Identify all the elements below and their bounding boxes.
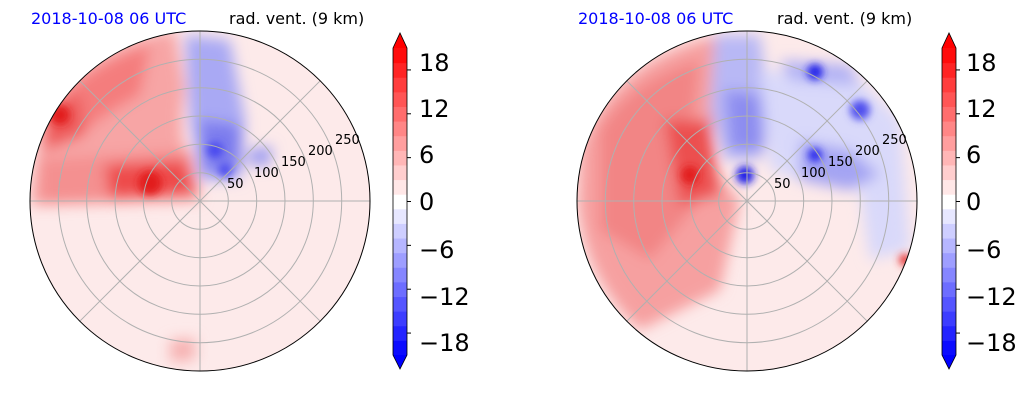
colorbar-band	[393, 48, 407, 64]
colorbar-outline	[392, 32, 408, 370]
colorbar-band	[393, 340, 407, 356]
colorbar-tick-label: 18	[419, 49, 450, 77]
colorbar-band	[393, 238, 407, 254]
colorbar-band	[942, 267, 956, 283]
colorbar-ticks-right	[956, 69, 960, 334]
colorbar-tick-label: −18	[966, 329, 1017, 357]
radial-tick-labels-left: 50 100 150 200 250	[227, 133, 360, 192]
colorbar-band	[942, 281, 956, 298]
radial-tick-label: 50	[774, 177, 791, 192]
radial-tick-labels-right: 50 100 150 200 250	[774, 133, 907, 192]
colorbar-band	[942, 208, 956, 224]
colorbar-tick-label: 6	[966, 141, 981, 169]
date-label-right: 2018-10-08 06 UTC	[578, 9, 733, 28]
radial-tick-label: 150	[281, 155, 306, 170]
colorbar-band	[393, 311, 407, 327]
colorbar-band	[393, 150, 407, 166]
colorbar-band	[942, 91, 956, 107]
radial-tick-label: 150	[828, 155, 853, 170]
colorbar-tick-label: 0	[966, 188, 981, 216]
panel-title-left: rad. vent. (9 km)	[229, 9, 364, 28]
colorbar-band	[942, 252, 956, 268]
colorbar-outline	[941, 32, 957, 370]
panel-right: 50 100 150 200 250 2018-10-08 06 UTC rad…	[576, 9, 1017, 372]
colorbar-band	[393, 106, 407, 122]
colorbar-band	[942, 62, 956, 78]
colorbar-band	[393, 121, 407, 137]
colorbar-band	[942, 340, 956, 356]
colorbar-bands-left	[393, 48, 407, 356]
colorbar-band	[393, 164, 407, 181]
colorbar-band	[942, 238, 956, 254]
colorbar-band	[393, 208, 407, 224]
colorbar-extend-top	[942, 33, 956, 48]
colorbar-band	[393, 135, 407, 151]
colorbar-tick-label: 18	[966, 49, 997, 77]
colorbar-band	[942, 121, 956, 137]
colorbar-band	[942, 296, 956, 312]
colorbar-tick-label: −18	[419, 329, 470, 357]
colorbar-tick-label: −6	[419, 236, 454, 264]
colorbar-band	[942, 164, 956, 181]
colorbar-tick-label: 0	[419, 188, 434, 216]
grid-right	[577, 31, 917, 371]
polar-frame-left	[29, 30, 371, 372]
radial-tick-label: 100	[801, 166, 826, 181]
colorbar-tick-label: −12	[966, 283, 1017, 311]
colorbar-left: 18 12 6 0 −6 −12 −18	[392, 32, 470, 370]
colorbar-band	[942, 194, 956, 210]
colorbar-band	[942, 311, 956, 327]
radial-tick-label: 250	[882, 133, 907, 148]
colorbar-tick-label: 12	[966, 95, 997, 123]
colorbar-extend-top	[393, 33, 407, 48]
colorbar-band	[393, 252, 407, 268]
colorbar-right: 18 12 6 0 −6 −12 −18	[941, 32, 1017, 370]
colorbar-band	[942, 135, 956, 151]
grid-left	[30, 31, 370, 371]
radial-tick-label: 200	[855, 144, 880, 159]
colorbar-tick-label: 6	[419, 141, 434, 169]
colorbar-band	[393, 223, 407, 239]
colorbar-band	[393, 281, 407, 298]
radial-tick-label: 50	[227, 177, 244, 192]
colorbar-band	[393, 62, 407, 78]
polar-frame-right	[576, 30, 918, 372]
panel-title-right: rad. vent. (9 km)	[777, 9, 912, 28]
colorbar-tick-label: −12	[419, 283, 470, 311]
colorbar-band	[942, 106, 956, 122]
colorbar-tick-label: −6	[966, 236, 1001, 264]
colorbar-extend-bottom	[393, 355, 407, 369]
date-label-left: 2018-10-08 06 UTC	[31, 9, 186, 28]
colorbar-band	[393, 91, 407, 107]
radial-tick-label: 100	[254, 166, 279, 181]
radial-tick-label: 200	[308, 144, 333, 159]
colorbar-bands-right	[942, 48, 956, 356]
colorbar-band	[393, 194, 407, 210]
colorbar-band	[393, 77, 407, 93]
colorbar-band	[393, 267, 407, 283]
radial-tick-label: 250	[335, 133, 360, 148]
colorbar-band	[942, 179, 956, 195]
colorbar-band	[942, 48, 956, 64]
colorbar-band	[942, 150, 956, 166]
colorbar-band	[942, 325, 956, 341]
colorbar-band	[942, 77, 956, 93]
colorbar-tick-label: 12	[419, 95, 450, 123]
colorbar-extend-bottom	[942, 355, 956, 369]
colorbar-band	[393, 296, 407, 312]
panel-left: 50 100 150 200 250 2018-10-08 06 UTC rad…	[29, 9, 470, 372]
colorbar-ticks-left	[407, 69, 411, 334]
colorbar-band	[942, 223, 956, 239]
colorbar-band	[393, 325, 407, 341]
colorbar-band	[393, 179, 407, 195]
